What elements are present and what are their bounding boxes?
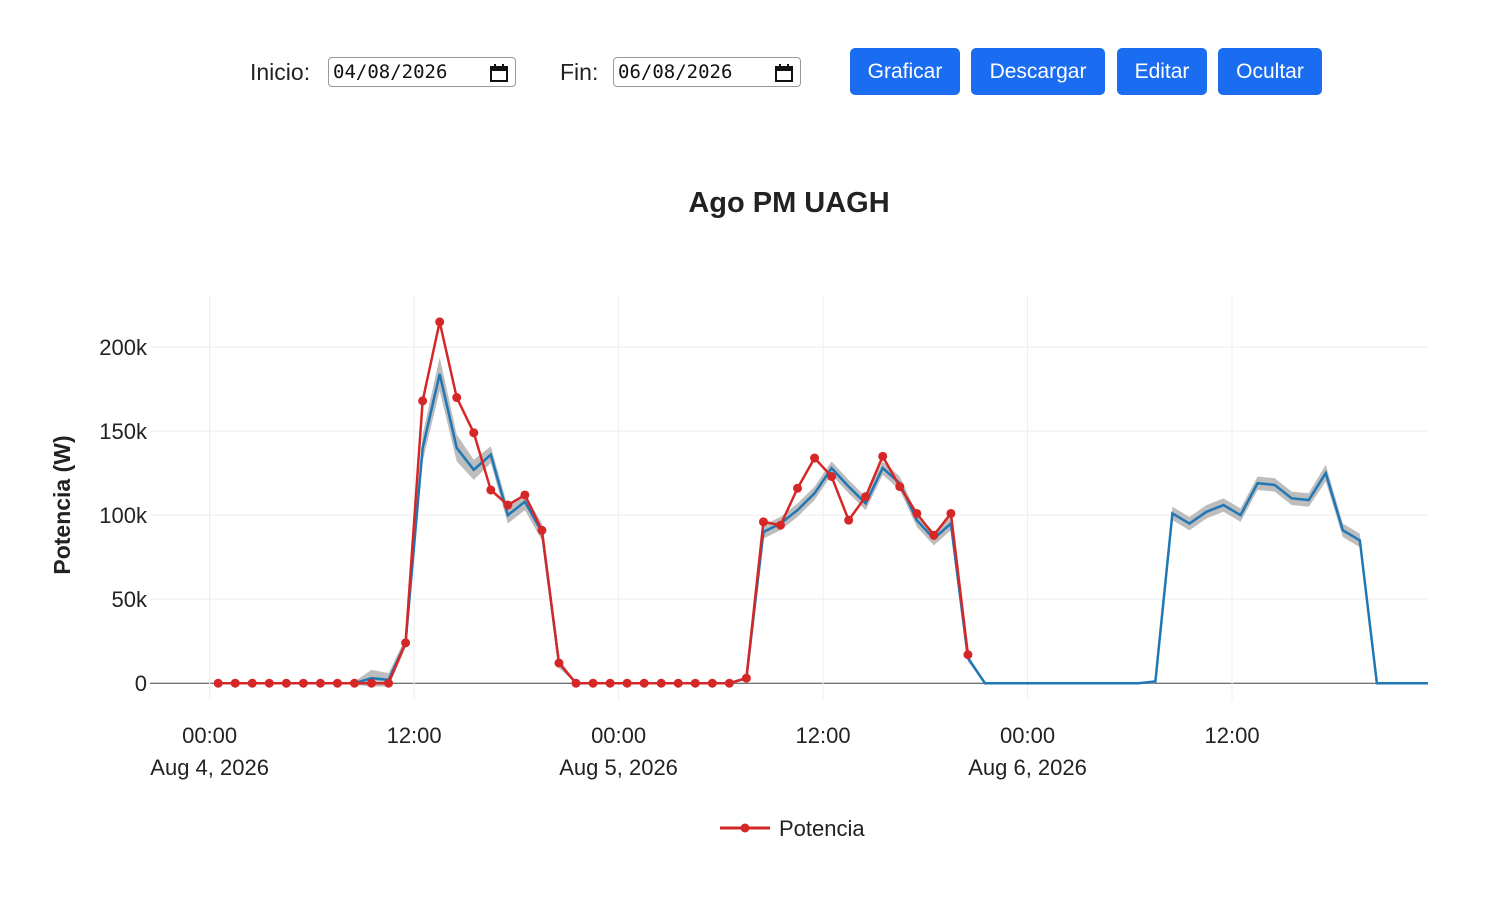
data-point	[367, 678, 377, 688]
data-point	[878, 451, 888, 461]
data-point	[639, 678, 649, 688]
data-point	[332, 678, 342, 688]
data-point	[230, 678, 240, 688]
y-tick-label: 0	[135, 671, 147, 696]
end-date-input[interactable]: 06/08/2026	[613, 57, 801, 87]
data-point	[622, 678, 632, 688]
calendar-icon	[490, 64, 508, 82]
x-tick-label-line: Aug 5, 2026	[559, 755, 678, 780]
data-point	[588, 678, 598, 688]
x-tick-label-line: 12:00	[1205, 723, 1260, 748]
data-point	[707, 678, 717, 688]
x-tick-label: 12:00	[796, 723, 851, 748]
x-tick-label: 00:00 Aug 6, 2026	[968, 723, 1087, 780]
x-tick-label-line: 00:00	[1000, 723, 1055, 748]
x-tick-label: 12:00	[387, 723, 442, 748]
button[interactable]: Graficar	[850, 48, 960, 95]
y-tick-label: 100k	[99, 503, 148, 528]
data-point	[793, 483, 803, 493]
x-tick-label-line: 12:00	[387, 723, 442, 748]
x-tick-label: 12:00	[1205, 723, 1260, 748]
start-date-input[interactable]: 04/08/2026	[328, 57, 516, 87]
data-point	[281, 678, 291, 688]
chart-title: Ago PM UAGH	[688, 187, 889, 219]
data-point	[690, 678, 700, 688]
data-point	[673, 678, 683, 688]
data-point	[435, 317, 445, 327]
y-tick-label: 50k	[112, 587, 148, 612]
x-tick-label-line: Aug 4, 2026	[150, 755, 269, 780]
calendar-icon	[775, 64, 793, 82]
end-date-value: 06/08/2026	[618, 61, 733, 83]
data-point	[912, 508, 922, 518]
y-axis-label: Potencia (W)	[49, 435, 75, 574]
data-point	[758, 517, 768, 527]
data-point	[247, 678, 257, 688]
x-tick-label-line: 00:00	[591, 723, 646, 748]
data-point	[384, 678, 394, 688]
data-point	[537, 525, 547, 535]
data-point	[827, 471, 837, 481]
data-point	[929, 530, 939, 540]
x-tick-label: 00:00 Aug 4, 2026	[150, 723, 269, 780]
data-point	[264, 678, 274, 688]
data-point	[775, 520, 785, 530]
data-point	[605, 678, 615, 688]
data-point	[946, 508, 956, 518]
data-point	[349, 678, 359, 688]
x-tick-label-line: 00:00	[182, 723, 237, 748]
button[interactable]: Ocultar	[1218, 48, 1322, 95]
data-point	[861, 492, 871, 502]
data-point	[895, 482, 905, 492]
data-point	[315, 678, 325, 688]
data-point	[520, 490, 530, 500]
data-point	[554, 658, 564, 668]
data-point	[656, 678, 666, 688]
series-line	[218, 373, 1428, 685]
chart: Ago PM UAGH Potencia (W) 0 50k 100k 150k 200…	[49, 187, 1428, 841]
data-point	[571, 678, 581, 688]
start-date-value: 04/08/2026	[333, 61, 448, 83]
end-label: Fin:	[560, 59, 599, 85]
button[interactable]: Editar	[1117, 48, 1207, 95]
data-point	[844, 515, 854, 525]
legend-label: Potencia	[779, 816, 865, 841]
data-point	[452, 393, 462, 403]
data-point	[401, 638, 411, 648]
button[interactable]: Descargar	[971, 48, 1105, 95]
controls: Inicio: 04/08/2026 Fin: 06/08/2026 Grafi…	[0, 47, 1500, 97]
data-point	[963, 650, 973, 660]
x-tick-label-line: 12:00	[796, 723, 851, 748]
data-point	[469, 428, 479, 438]
data-point	[298, 678, 308, 688]
y-tick-label: 200k	[99, 335, 148, 360]
data-point	[724, 678, 734, 688]
data-point	[503, 500, 513, 510]
legend-marker	[740, 823, 750, 833]
data-point	[418, 396, 428, 406]
data-point	[486, 485, 496, 495]
series-line	[218, 321, 970, 685]
x-tick-label-line: Aug 6, 2026	[968, 755, 1087, 780]
x-tick-label: 00:00 Aug 5, 2026	[559, 723, 678, 780]
data-point	[810, 453, 820, 463]
start-label: Inicio:	[250, 59, 311, 85]
y-tick-label: 150k	[99, 419, 148, 444]
data-point	[213, 678, 223, 688]
data-point	[741, 673, 751, 683]
